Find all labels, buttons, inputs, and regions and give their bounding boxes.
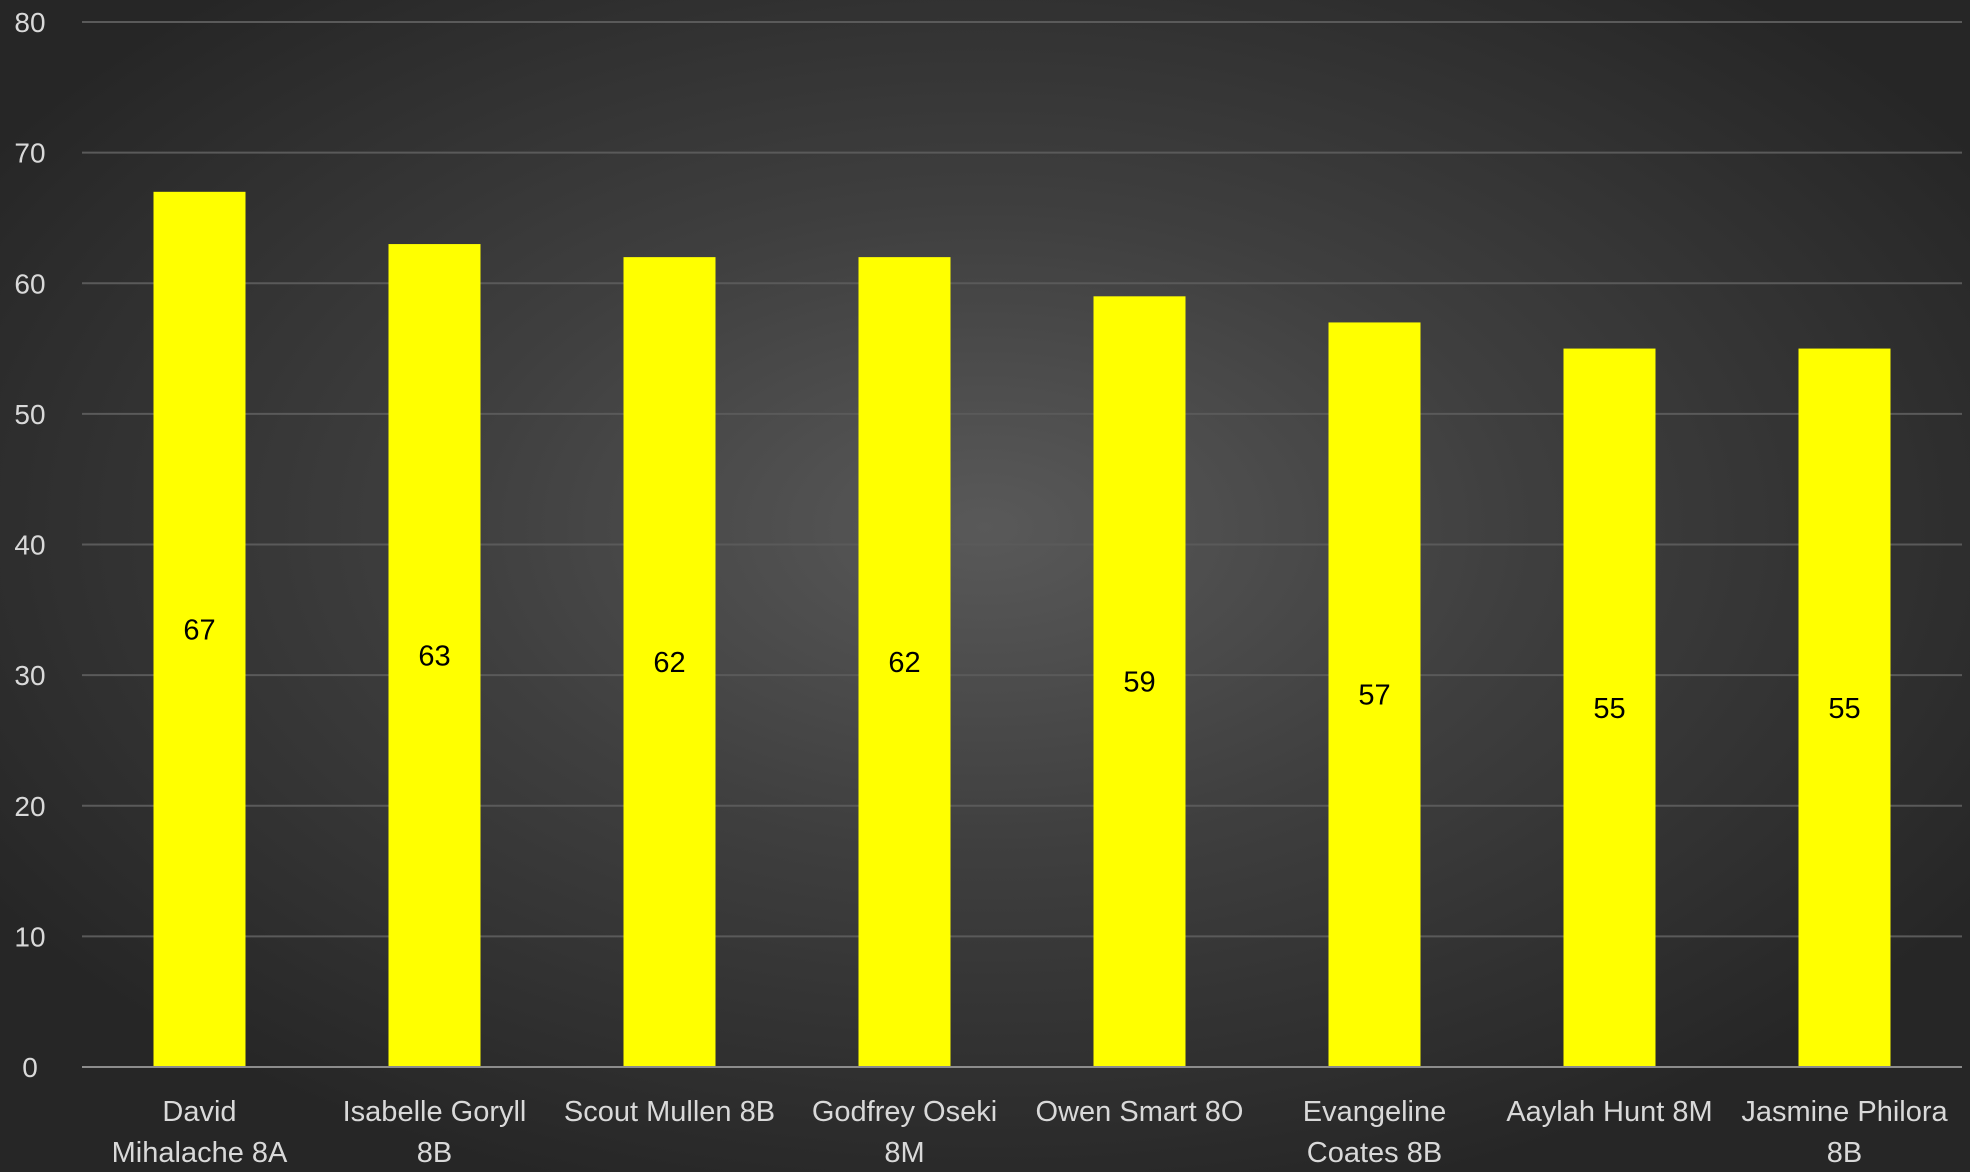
- data-label: 55: [1593, 693, 1625, 725]
- bar: [1563, 348, 1656, 1067]
- gridlines: [82, 21, 1962, 938]
- category-label: 8B: [417, 1137, 452, 1169]
- data-label: 62: [653, 647, 685, 679]
- y-tick-label: 30: [14, 660, 45, 691]
- data-label: 57: [1358, 680, 1390, 712]
- category-label: Evangeline: [1303, 1096, 1447, 1128]
- category-labels: David Mihalache 8A Isabelle Goryll 8B Scout …: [112, 1096, 1949, 1169]
- bar: [1798, 348, 1891, 1067]
- data-label: 62: [888, 647, 920, 679]
- y-tick-label: 0: [22, 1052, 38, 1083]
- y-tick-label: 70: [14, 138, 45, 169]
- bar: [388, 244, 481, 1067]
- y-tick-label: 20: [14, 791, 45, 822]
- bar: [1093, 296, 1186, 1067]
- category-label: Jasmine Philora: [1741, 1096, 1948, 1128]
- y-tick-label: 60: [14, 268, 45, 299]
- data-label: 63: [418, 641, 450, 673]
- data-label: 59: [1123, 667, 1155, 699]
- category-label: Scout Mullen 8B: [564, 1096, 775, 1128]
- category-label: Isabelle Goryll: [343, 1096, 527, 1128]
- y-tick-label: 80: [14, 7, 45, 38]
- category-label: Mihalache 8A: [112, 1137, 288, 1169]
- data-label: 55: [1828, 693, 1860, 725]
- category-label: Godfrey Oseki: [812, 1096, 997, 1128]
- bar: [623, 257, 716, 1067]
- data-labels: 67 63 62 62 59 57 55 55: [183, 614, 1860, 724]
- bar: [858, 257, 951, 1067]
- bars: [153, 191, 1891, 1067]
- y-tick-label: 10: [14, 921, 45, 952]
- data-label: 67: [183, 614, 215, 646]
- category-label: David: [162, 1096, 236, 1128]
- y-tick-label: 40: [14, 530, 45, 561]
- category-label: Owen Smart 8O: [1036, 1096, 1244, 1128]
- bar: [1328, 322, 1421, 1067]
- y-axis-tick-labels: 0 10 20 30 40 50 60 70 80: [14, 7, 45, 1083]
- y-tick-label: 50: [14, 399, 45, 430]
- category-label: Aaylah Hunt 8M: [1506, 1096, 1712, 1128]
- bar: [153, 191, 246, 1067]
- category-label: Coates 8B: [1307, 1137, 1442, 1169]
- category-label: 8B: [1827, 1137, 1862, 1169]
- category-label: 8M: [884, 1137, 924, 1169]
